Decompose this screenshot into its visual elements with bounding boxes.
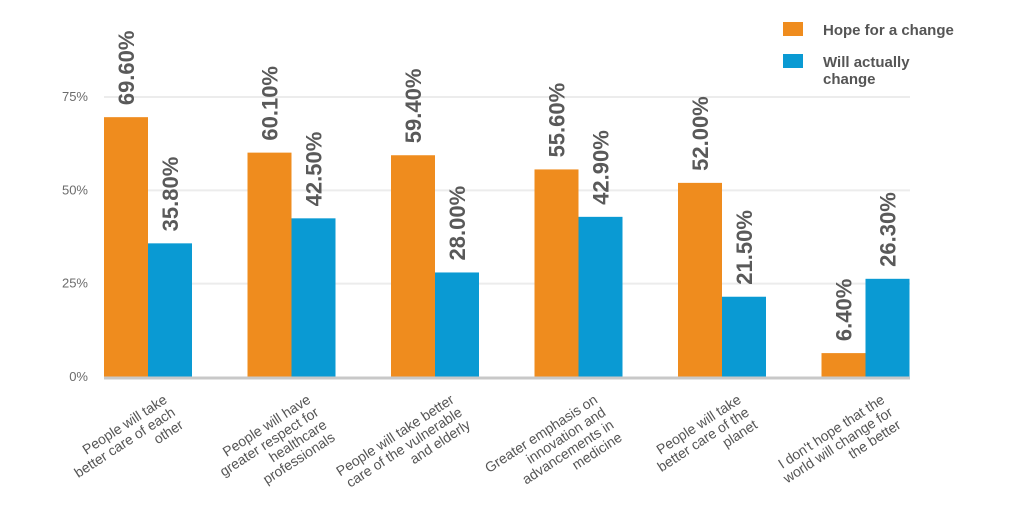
bar-actual — [578, 216, 623, 377]
bar-hope — [104, 117, 148, 377]
category-label: People will takebetter care of theplanet — [646, 391, 760, 487]
data-label: 26.30% — [876, 192, 901, 267]
data-labels: 69.60% 35.80% 60.10% 42.50% 59.40% 28.00% 55.6… — [114, 31, 901, 342]
category-label: People will havegreater respect forhealt… — [208, 391, 337, 505]
bar-hope — [247, 152, 292, 377]
legend-label: Hope for a change — [823, 22, 954, 39]
data-label: 59.40% — [401, 69, 426, 144]
bar-hope — [391, 155, 435, 377]
bar-hope — [678, 182, 722, 377]
data-label: 21.50% — [732, 210, 757, 285]
data-label: 35.80% — [158, 157, 183, 232]
category-label: People will take bettercare of the vulne… — [333, 391, 473, 504]
bar-actual — [865, 278, 910, 377]
y-tick-label: 75% — [62, 89, 88, 104]
y-tick-label: 0% — [69, 369, 88, 384]
y-axis: 0% 25% 50% 75% — [62, 89, 88, 384]
legend-label: Will actually change — [823, 54, 910, 88]
data-label: 60.10% — [258, 66, 283, 141]
bar-actual — [435, 272, 479, 377]
bars — [104, 117, 910, 377]
y-tick-label: 25% — [62, 276, 88, 291]
bar-actual — [291, 218, 336, 377]
legend-swatch — [783, 54, 803, 68]
bar-hope — [821, 353, 866, 377]
legend: Hope for a change Will actually change — [783, 22, 954, 88]
bar-actual — [148, 243, 192, 377]
category-label: People will takebetter care of eachother — [63, 391, 186, 493]
data-label: 69.60% — [114, 31, 139, 106]
bar-actual — [722, 296, 766, 377]
data-label: 6.40% — [832, 279, 857, 341]
data-label: 55.60% — [545, 83, 570, 158]
legend-swatch — [783, 22, 803, 36]
data-label: 42.50% — [302, 132, 327, 207]
data-label: 52.00% — [688, 96, 713, 171]
category-label: Greater emphasis oninnovation andadvance… — [482, 391, 625, 512]
bar-hope — [534, 169, 579, 377]
data-label: 28.00% — [445, 186, 470, 261]
category-label: I don't hope that theworld will change f… — [771, 391, 904, 499]
x-axis: People will takebetter care of eachother… — [63, 376, 910, 512]
data-label: 42.90% — [589, 130, 614, 205]
y-tick-label: 50% — [62, 182, 88, 197]
gridlines — [104, 96, 910, 285]
